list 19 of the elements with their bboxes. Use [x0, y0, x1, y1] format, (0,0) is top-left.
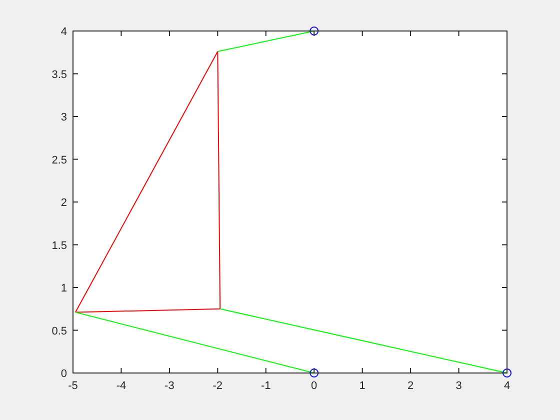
y-tick-label: 1.5: [52, 240, 67, 252]
x-tick-label: 1: [359, 380, 366, 392]
y-tick-label: 0: [60, 368, 67, 380]
y-tick-label: 3: [60, 112, 67, 124]
y-tick-label: 3.5: [52, 68, 67, 81]
x-tick-label: -1: [261, 380, 271, 392]
y-tick-label: 2.5: [52, 154, 67, 166]
y-tick-label: 2: [60, 197, 67, 209]
x-tick-label: -2: [212, 380, 223, 392]
x-tick-label: 0: [311, 380, 318, 392]
y-tick-label: 4: [60, 26, 67, 38]
x-tick-label: 3: [456, 380, 462, 392]
x-tick-label: 2: [407, 380, 414, 392]
x-tick-label: -5: [68, 380, 78, 392]
x-tick-label: -3: [164, 380, 174, 392]
x-tick-label: 4: [504, 380, 510, 392]
y-tick-label: 0.5: [52, 325, 67, 338]
y-tick-label: 1: [60, 282, 67, 294]
x-tick-label: -4: [116, 380, 126, 392]
